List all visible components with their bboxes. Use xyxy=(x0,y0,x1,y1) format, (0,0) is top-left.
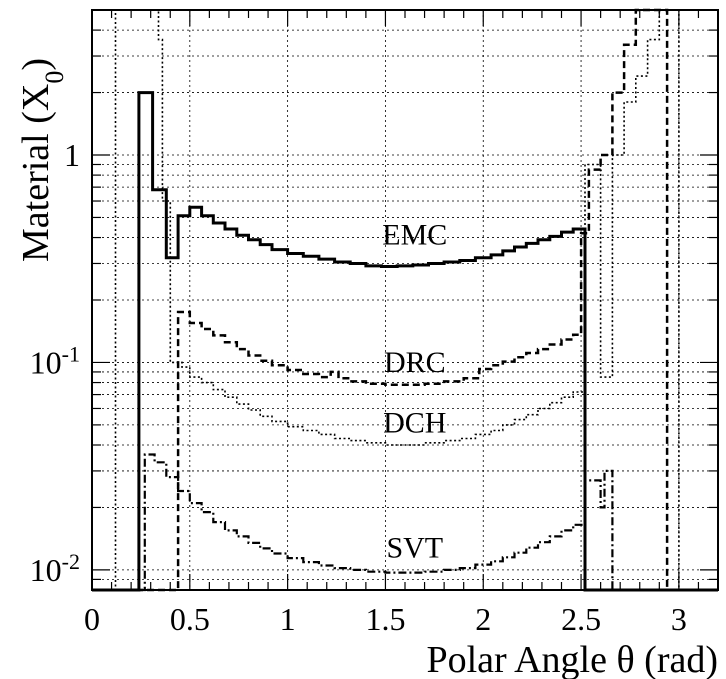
x-axis-title: Polar Angle θ (rad) xyxy=(426,639,718,679)
x-tick-label: 0 xyxy=(84,601,100,637)
x-tick-label: 2 xyxy=(475,601,491,637)
series-svt xyxy=(92,453,718,592)
y-tick-label: 10-1 xyxy=(30,341,80,381)
y-tick-label: 10-2 xyxy=(30,548,80,588)
curve-label-drc: DRC xyxy=(384,346,446,379)
series-layer xyxy=(92,8,718,592)
curve-label-svt: SVT xyxy=(386,531,443,564)
axis-ticks xyxy=(91,9,718,591)
y-axis-title-sub: 0 xyxy=(40,71,69,84)
y-tick-labels: 10-2 10-1 1 xyxy=(30,137,80,588)
x-tick-label: 1.5 xyxy=(365,601,405,637)
x-tick-label: 3 xyxy=(671,601,687,637)
curve-labels: EMC DRC DCH SVT xyxy=(382,219,447,565)
series-emc xyxy=(92,91,718,592)
y-axis-title-close: ) xyxy=(15,58,57,71)
x-tick-label: 1 xyxy=(280,601,296,637)
plot-frame xyxy=(91,9,719,591)
grid xyxy=(92,9,718,591)
series-drc xyxy=(92,8,718,592)
x-tick-labels: 0 0.5 1 1.5 2 2.5 3 xyxy=(84,601,687,637)
series-dch xyxy=(92,9,718,591)
y-tick-label: 1 xyxy=(64,137,80,173)
y-axis-title-main: Material (X xyxy=(15,84,57,262)
y-axis-title: Material (X0) xyxy=(15,58,69,262)
curve-label-emc: EMC xyxy=(382,219,447,252)
x-tick-label: 0.5 xyxy=(170,601,210,637)
curve-label-dch: DCH xyxy=(383,406,446,439)
x-tick-label: 2.5 xyxy=(561,601,601,637)
